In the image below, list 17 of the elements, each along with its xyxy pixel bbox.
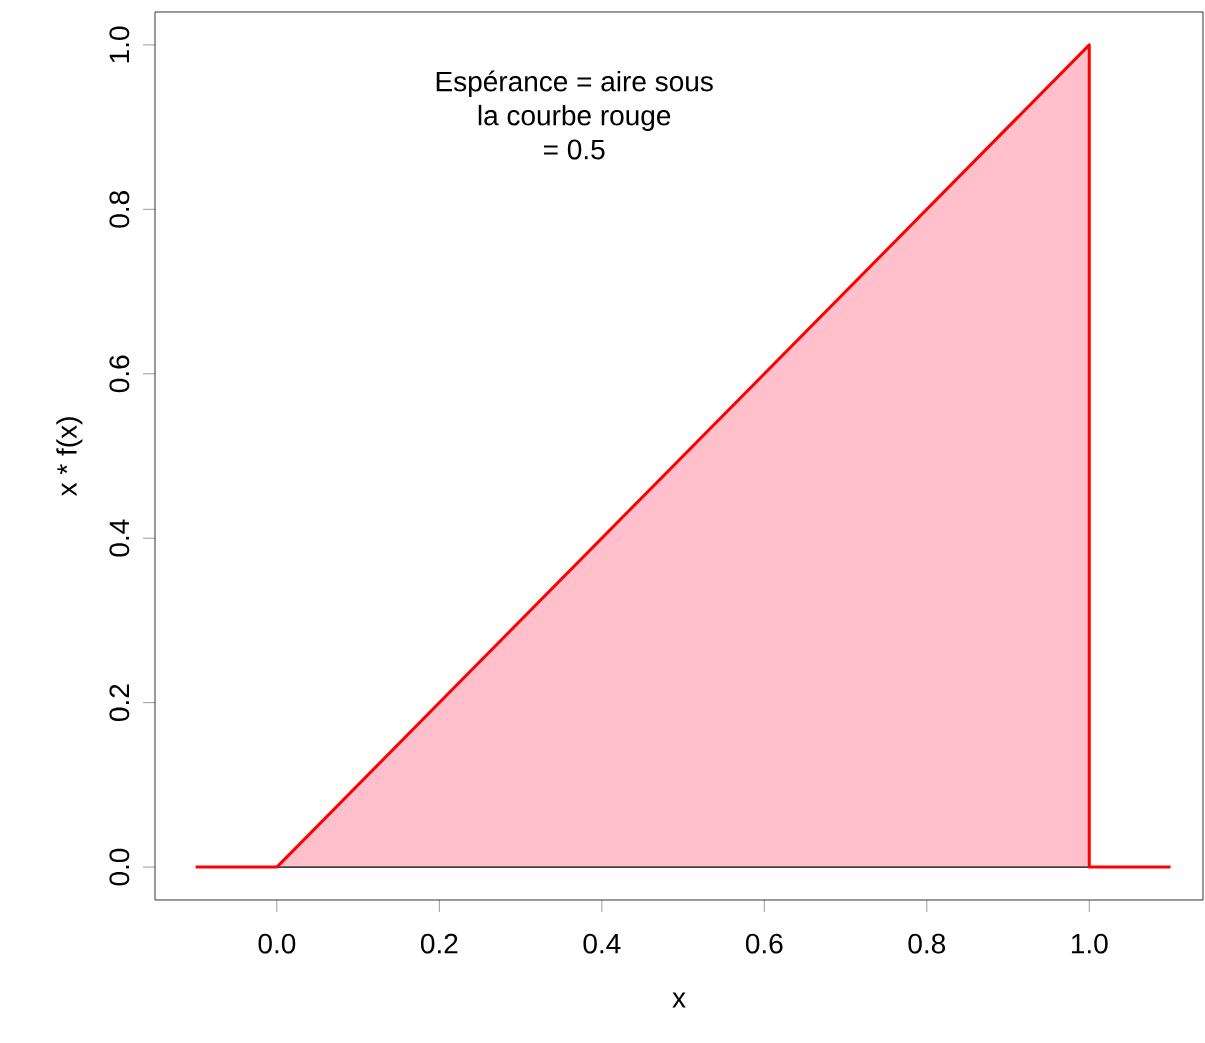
x-tick-label: 0.4 <box>583 933 621 954</box>
x-tick-label: 0.2 <box>420 933 458 954</box>
x-tick-label: 0.8 <box>908 933 946 954</box>
x-tick-label: 0.0 <box>258 933 296 954</box>
x-tick-label: 1.0 <box>1071 933 1108 954</box>
annotation: = 0.5 <box>544 139 605 160</box>
y-tick-label: 0.8 <box>109 191 130 228</box>
y-tick-label: 1.0 <box>109 26 130 63</box>
y-tick-label: 0.0 <box>109 848 130 886</box>
x-axis-title: x <box>672 992 686 1008</box>
annotation: la courbe rouge <box>478 104 671 131</box>
annotation: Espérance = aire sous <box>436 70 713 97</box>
y-axis-title: x * f(x) <box>56 417 83 497</box>
y-tick-label: 0.6 <box>109 355 130 393</box>
x-tick-label: 0.6 <box>745 933 783 954</box>
y-tick-label: 0.2 <box>109 684 130 722</box>
y-tick-label: 0.4 <box>109 519 130 557</box>
